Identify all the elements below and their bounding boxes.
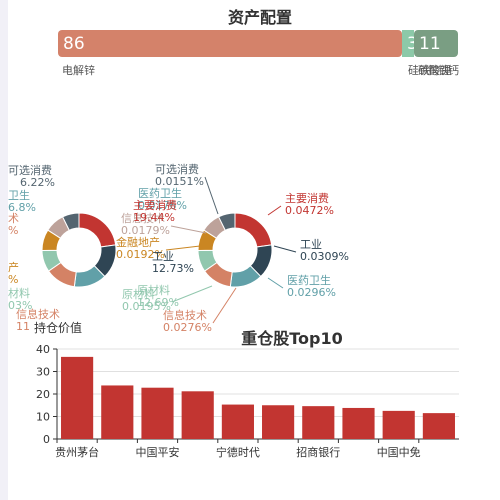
- stack-value-label-2: 11: [419, 34, 441, 54]
- right-donut-label-value-4: 0.0195%: [122, 300, 171, 313]
- right-donut-leader-5: [165, 245, 201, 251]
- top10-category-label-8: 中国中免: [377, 445, 421, 459]
- top10-bar-0: [61, 356, 94, 439]
- left-donut-label-name-4: 材料: [8, 286, 30, 300]
- stack-category-label-4: 铁: [438, 64, 449, 77]
- right-donut-label-value-6: 0.0179%: [121, 224, 170, 237]
- top10-bar-2: [141, 387, 174, 439]
- right-donut-leader-0: [267, 205, 282, 216]
- left-donut-label-name-2: 术: [8, 212, 19, 225]
- right-donut-label-name-6: 信息技术: [121, 211, 165, 225]
- top10-holdings-chart: 重仓股Top10 0 10 20 30 40 贵州茅台 中国平安 宁德时代 招商银行 中国中免: [36, 329, 459, 459]
- right-donut-leader-1: [273, 245, 297, 253]
- right-donut-leader-7: [204, 176, 219, 215]
- donut-1-slice-0: [234, 212, 273, 248]
- right-donut-label-name-5: 金融地产: [116, 235, 160, 249]
- mid-donut-label-name-0: 医药卫生: [138, 186, 182, 200]
- stack-category-label-0: 电解锌: [62, 63, 95, 77]
- top10-bar-9: [422, 413, 455, 439]
- asset-allocation-chart: 资产配置 86 3 11 电解锌 硅铁碳酸锂钨铁钙: [58, 8, 459, 77]
- left-donut-label-value-2: %: [8, 224, 18, 237]
- left-donut-label-value-4: 03%: [8, 299, 32, 312]
- top10-ytick-label-4: 40: [36, 343, 50, 356]
- top10-category-label-6: 招商银行: [296, 445, 340, 459]
- right-donut-label-name-3: 信息技术: [163, 308, 207, 322]
- right-donut-label-name-1: 工业: [300, 238, 322, 251]
- stack-category-label-2: 碳酸锂: [418, 63, 451, 77]
- right-donut-label-value-0: 0.0472%: [285, 204, 334, 217]
- holding-value-title: 持仓价值: [34, 320, 82, 335]
- stack-category-label-3: 钨: [428, 64, 439, 77]
- stack-value-label-0: 86: [63, 34, 85, 54]
- right-donut-label-value-1: 0.0309%: [300, 250, 349, 263]
- stack-segment-0: [58, 30, 402, 57]
- top10-ytick-label-1: 10: [36, 411, 50, 424]
- top10-title: 重仓股Top10: [241, 329, 343, 348]
- donut-1-slice-7: [217, 212, 236, 231]
- donut-0-slice-7: [61, 212, 80, 231]
- top10-bar-4: [221, 404, 254, 439]
- top10-bar-5: [262, 405, 295, 439]
- left-donut-label-value-1: 6.8%: [8, 201, 36, 214]
- right-donut-label-value-3: 0.0276%: [163, 321, 212, 334]
- right-donut-label-name-7: 可选消费: [155, 162, 199, 176]
- left-donut-label-value-0: 6.22%: [20, 176, 55, 189]
- mid-donut-label-name-1: 主要消费: [133, 198, 177, 212]
- side-strip: [0, 0, 8, 500]
- right-donut-label-value-5: 0.0192%: [116, 248, 165, 261]
- donut-0-slice-0: [78, 212, 117, 248]
- mid-donut-label-value-2: 12.73%: [152, 262, 194, 275]
- left-donut-label-name-1: 卫生: [8, 188, 30, 202]
- top10-ytick-label-3: 30: [36, 366, 50, 379]
- right-donut-label-name-4: 原材料: [122, 287, 155, 301]
- left-donut-label-value-3: %: [8, 273, 18, 286]
- top10-bar-3: [181, 391, 214, 439]
- right-donut-leader-2: [267, 277, 284, 289]
- top10-ytick-label-2: 20: [36, 388, 50, 401]
- right-donut-label-name-2: 医药卫生: [287, 273, 331, 287]
- right-donut-leader-3: [212, 287, 237, 324]
- left-donut-label-name-0: 可选消费: [8, 163, 52, 177]
- top10-bar-6: [302, 406, 335, 439]
- top10-category-label-2: 中国平安: [136, 445, 180, 459]
- left-donut-label-value-5: 11: [16, 320, 30, 333]
- top10-bar-7: [342, 407, 375, 439]
- stack-category-label-5: 钙: [448, 63, 459, 77]
- mid-donut-label-name-3: 原材料: [137, 283, 170, 297]
- right-donut-leader-6: [170, 225, 207, 234]
- stack-category-label-1: 硅铁: [408, 64, 430, 77]
- top10-bar-1: [101, 385, 134, 439]
- mid-donut-label-value-3: 12.69%: [137, 296, 179, 309]
- stack-segment-1: [402, 30, 414, 57]
- right-donut-leader-4: [171, 285, 213, 303]
- top10-ytick-label-0: 0: [43, 433, 50, 446]
- holding-value-donuts: 主要消费0.0472%工业0.0309%医药卫生0.0296%信息技术0.027…: [8, 162, 349, 335]
- left-donut-label-name-5: 信息技术: [16, 307, 60, 321]
- stack-segment-2: [414, 30, 458, 57]
- mid-donut-label-name-2: 工业: [152, 250, 174, 263]
- left-donut-label-name-3: 产: [8, 260, 19, 274]
- right-donut-label-name-0: 主要消费: [285, 191, 329, 205]
- right-donut-label-value-2: 0.0296%: [287, 286, 336, 299]
- stack-value-label-1: 3: [407, 34, 418, 54]
- top10-category-label-0: 贵州茅台: [55, 445, 99, 459]
- mid-donut-label-value-0: 0.0176%: [138, 199, 187, 212]
- top10-category-label-4: 宁德时代: [216, 445, 260, 459]
- right-donut-label-value-7: 0.0151%: [155, 175, 204, 188]
- top10-bar-8: [382, 410, 415, 439]
- mid-donut-label-value-1: 19.44%: [133, 211, 175, 224]
- stack-title: 资产配置: [228, 8, 292, 27]
